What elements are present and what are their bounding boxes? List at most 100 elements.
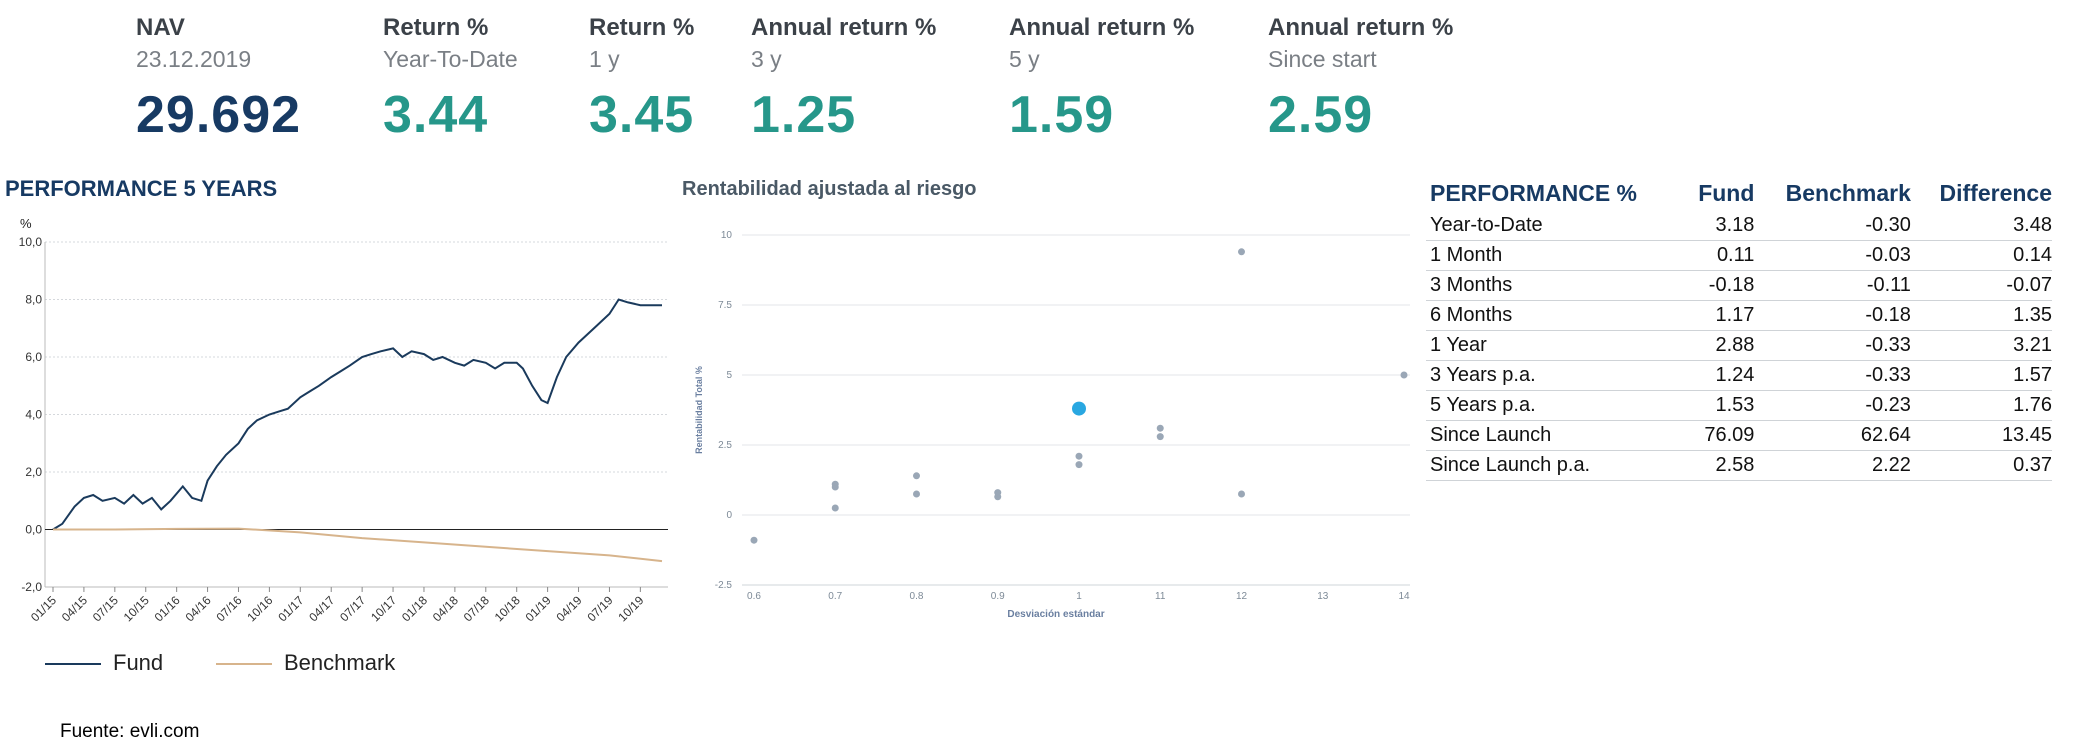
x-tick-label: 04/18 xyxy=(430,593,461,624)
x-axis-label: Desviación estándar xyxy=(1007,609,1104,620)
series-benchmark-line xyxy=(53,527,663,563)
kpi-1: Return % Year-To-Date 3.44 xyxy=(383,14,518,145)
table-row: Since Launch p.a. 2.58 2.22 0.37 xyxy=(1426,450,2052,481)
table-header-cell: Benchmark xyxy=(1785,180,1911,206)
scatter-point xyxy=(913,490,920,498)
table-row: 6 Months 1.17 -0.18 1.35 xyxy=(1426,300,2052,331)
x-tick-label: 04/16 xyxy=(183,593,214,624)
scatter-point xyxy=(750,536,758,544)
kpi-label: NAV xyxy=(136,14,185,41)
scatter-point xyxy=(1075,461,1083,469)
performance-table: PERFORMANCE % Fund Benchmark Difference Yea… xyxy=(1426,176,2052,481)
table-cell: 3.48 xyxy=(1910,211,2052,241)
x-tick-label: 01/15 xyxy=(28,593,59,624)
scatter-point-highlight xyxy=(1072,401,1086,416)
kpi-value: 1.25 xyxy=(751,86,857,144)
table-cell: -0.18 xyxy=(1681,270,1755,301)
source-note: Fuente: evli.com xyxy=(60,721,200,742)
table-row: 3 Months -0.18 -0.11 -0.07 xyxy=(1426,270,2052,301)
scatter-point xyxy=(913,472,920,480)
table-cell: 2.88 xyxy=(1681,330,1755,361)
kpi-value: 2.59 xyxy=(1268,86,1374,144)
kpi-3: Annual return % 3 y 1.25 xyxy=(751,14,936,145)
legend-benchmark: Benchmark xyxy=(216,650,395,676)
table-row: 5 Years p.a. 1.53 -0.23 1.76 xyxy=(1426,390,2052,421)
table-cell: -0.07 xyxy=(1910,270,2052,301)
kpi-label: Return % xyxy=(383,14,489,41)
scatter-point xyxy=(1156,424,1164,432)
x-tick-label: 10/18 xyxy=(492,593,523,624)
y-tick-label: 2,0 xyxy=(25,465,42,479)
series-fund-line xyxy=(52,298,662,531)
scatter-chart-title: Rentabilidad ajustada al riesgo xyxy=(682,178,977,200)
table-cell: 5 Years p.a. xyxy=(1426,390,1682,421)
x-tick-label: 1 xyxy=(1076,591,1082,602)
scatter-point xyxy=(1400,371,1408,379)
table-cell: -0.33 xyxy=(1754,360,1911,391)
x-tick-label: 0.6 xyxy=(747,591,761,602)
kpi-value: 29.692 xyxy=(136,86,302,144)
scatter-point xyxy=(994,493,1002,501)
kpi-4: Annual return % 5 y 1.59 xyxy=(1009,14,1194,145)
table-cell: -0.18 xyxy=(1754,300,1911,331)
kpi-period: Year-To-Date xyxy=(383,46,518,72)
y-tick-label: 7.5 xyxy=(718,300,732,311)
performance-line-chart: %-2,00,02,04,06,08,010,001/15 04/15 07/15 1… xyxy=(19,216,668,624)
legend-fund: Fund xyxy=(45,650,163,676)
scatter-point xyxy=(831,504,839,512)
table-cell: 0.11 xyxy=(1681,240,1755,271)
x-tick-label: 12 xyxy=(1236,591,1248,602)
table-cell: -0.11 xyxy=(1754,270,1911,301)
table-cell: 76.09 xyxy=(1681,420,1755,451)
table-cell: Since Launch xyxy=(1426,420,1682,451)
y-axis-label: % xyxy=(20,216,32,231)
y-tick-label: -2,0 xyxy=(21,580,42,594)
x-tick-label: 0.9 xyxy=(991,591,1005,602)
table-cell: 3 Months xyxy=(1426,270,1682,301)
x-tick-label: 10/17 xyxy=(368,593,399,624)
table-row: 3 Years p.a. 1.24 -0.33 1.57 xyxy=(1426,360,2052,391)
x-tick-label: 0.8 xyxy=(910,591,924,602)
table-cell: 0.14 xyxy=(1910,240,2052,271)
x-tick-label: 14 xyxy=(1398,591,1410,602)
x-tick-label: 01/17 xyxy=(275,593,306,624)
table-row: 1 Year 2.88 -0.33 3.21 xyxy=(1426,330,2052,361)
benchmark-swatch xyxy=(216,663,272,666)
table-cell: 3 Years p.a. xyxy=(1426,360,1682,391)
kpi-label: Annual return % xyxy=(1268,14,1454,41)
table-cell: -0.33 xyxy=(1754,330,1911,361)
table-cell: Since Launch p.a. xyxy=(1426,450,1682,481)
x-tick-label: 07/15 xyxy=(90,593,121,624)
kpi-period: 1 y xyxy=(589,46,620,72)
table-cell: -0.03 xyxy=(1754,240,1911,271)
y-tick-label: 2.5 xyxy=(718,440,732,451)
x-tick-label: 04/17 xyxy=(306,593,337,624)
kpi-label: Annual return % xyxy=(1009,14,1195,41)
x-tick-label: 04/15 xyxy=(59,593,90,624)
kpi-period: Since start xyxy=(1268,46,1377,72)
kpi-period: 23.12.2019 xyxy=(136,46,252,72)
table-cell: 1.53 xyxy=(1681,390,1755,421)
performance-chart-title: PERFORMANCE 5 YEARS xyxy=(5,176,278,201)
table-cell: 2.58 xyxy=(1681,450,1755,481)
table-cell: 1 Year xyxy=(1426,330,1682,361)
y-tick-label: 4,0 xyxy=(25,408,42,422)
y-axis-label: Rentabilidad Total % xyxy=(694,366,704,454)
x-tick-label: 07/16 xyxy=(213,593,244,624)
kpi-5: Annual return % Since start 2.59 xyxy=(1268,14,1453,145)
kpi-label: Annual return % xyxy=(751,14,937,41)
y-tick-label: 0,0 xyxy=(25,523,42,537)
y-tick-label: 8,0 xyxy=(25,293,42,307)
table-cell: 2.22 xyxy=(1754,450,1911,481)
table-cell: 1.76 xyxy=(1910,390,2052,421)
table-cell: 1.57 xyxy=(1910,360,2052,391)
x-tick-label: 07/17 xyxy=(337,593,368,624)
x-tick-label: 07/19 xyxy=(584,593,615,624)
x-tick-label: 01/18 xyxy=(399,593,430,624)
x-tick-label: 11 xyxy=(1155,591,1166,602)
legend-benchmark-label: Benchmark xyxy=(284,650,396,675)
y-tick-label: 0 xyxy=(726,510,732,521)
table-cell: 0.37 xyxy=(1910,450,2052,481)
table-row: Year-to-Date 3.18 -0.30 3.48 xyxy=(1426,211,2052,241)
